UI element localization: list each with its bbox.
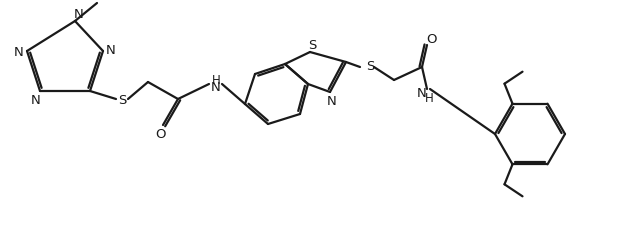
Text: N: N [211,80,221,93]
Text: O: O [155,127,166,140]
Text: N: N [14,45,24,58]
Text: N: N [31,93,41,106]
Text: H: H [425,91,433,104]
Text: S: S [366,59,374,72]
Text: S: S [308,38,316,51]
Text: N: N [327,94,337,107]
Text: N: N [106,43,116,56]
Text: O: O [427,32,437,45]
Text: N: N [417,86,427,99]
Text: S: S [118,93,126,106]
Text: H: H [211,73,220,86]
Text: N: N [74,8,84,20]
